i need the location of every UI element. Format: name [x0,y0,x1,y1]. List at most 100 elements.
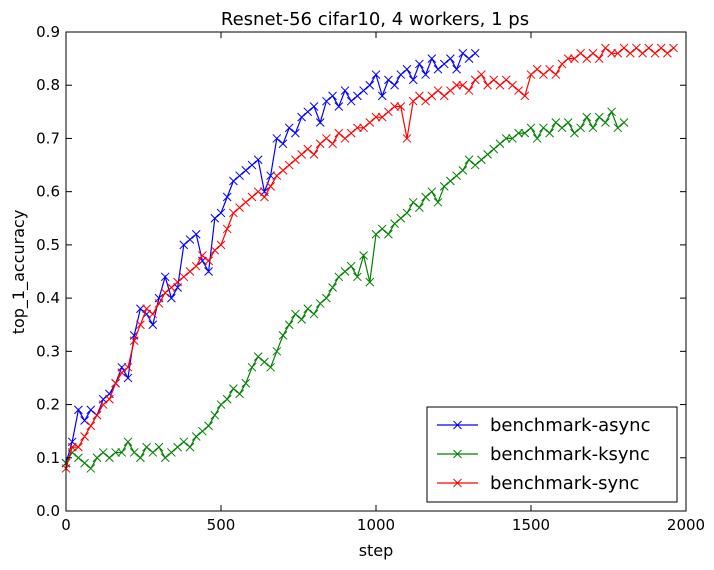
data-point-benchmark-sync [421,96,430,106]
data-point-benchmark-sync [247,192,257,202]
data-point-benchmark-ksync [477,155,486,165]
data-point-benchmark-async [284,123,294,133]
data-point-benchmark-sync [154,299,164,308]
data-point-benchmark-sync [508,80,517,90]
data-point-benchmark-async [396,70,406,79]
data-point-benchmark-ksync [204,421,213,431]
data-point-benchmark-ksync [297,315,306,324]
data-point-benchmark-sync [570,54,579,63]
data-point-benchmark-async [247,160,257,170]
data-point-benchmark-sync [594,54,604,63]
data-point-benchmark-ksync [272,346,282,356]
data-point-benchmark-sync [278,166,288,175]
data-point-benchmark-sync [613,48,623,58]
data-point-benchmark-sync [483,80,492,90]
data-point-benchmark-sync [452,80,461,90]
data-point-benchmark-async [309,102,319,111]
data-point-benchmark-async [458,48,468,58]
data-point-benchmark-ksync [334,272,344,282]
data-point-benchmark-ksync [446,176,455,186]
data-point-benchmark-ksync [98,448,108,457]
data-point-benchmark-async [291,128,300,138]
data-point-benchmark-ksync [501,134,511,143]
data-point-benchmark-sync [464,86,474,95]
data-point-benchmark-sync [607,48,616,58]
data-point-benchmark-sync [309,150,319,159]
data-point-benchmark-sync [266,181,275,191]
data-point-benchmark-sync [377,112,387,122]
data-point-benchmark-ksync [582,112,592,122]
data-point-benchmark-sync [477,70,486,79]
data-point-benchmark-sync [638,48,647,58]
data-point-benchmark-sync [80,432,89,441]
data-point-benchmark-sync [173,277,182,287]
data-point-benchmark-sync [284,160,294,170]
y-tick-label: 0.7 [36,129,60,147]
data-point-benchmark-sync [322,134,331,143]
data-point-benchmark-ksync [601,118,610,127]
data-point-benchmark-sync [384,107,393,117]
legend-marker-benchmark-sync [453,478,462,488]
data-point-benchmark-ksync [74,453,83,463]
data-point-benchmark-ksync [191,432,201,441]
data-point-benchmark-sync [501,75,511,85]
data-point-benchmark-async [160,272,170,282]
data-point-benchmark-sync [353,123,362,133]
data-point-benchmark-sync [167,283,176,292]
data-point-benchmark-ksync [241,378,251,388]
y-tick-label: 0.8 [36,76,60,94]
data-point-benchmark-sync [663,48,672,58]
data-point-benchmark-async [377,91,387,101]
data-point-benchmark-async [408,75,418,85]
data-point-benchmark-ksync [495,139,505,149]
data-point-benchmark-async [297,112,306,122]
data-point-benchmark-async [185,235,195,244]
y-tick-label: 0.3 [36,342,60,360]
data-point-benchmark-sync [315,139,325,149]
data-point-benchmark-ksync [588,123,598,133]
data-point-benchmark-sync [545,64,554,74]
legend-marker-benchmark-ksync [453,449,462,459]
data-point-benchmark-sync [656,43,666,53]
data-point-benchmark-sync [601,43,610,53]
data-point-benchmark-ksync [415,203,424,212]
data-point-benchmark-sync [111,378,120,388]
data-point-benchmark-ksync [216,400,226,409]
data-point-benchmark-sync [222,224,232,234]
x-axis-label: step [359,541,394,560]
data-point-benchmark-async [359,86,368,95]
data-point-benchmark-async [136,304,145,314]
data-point-benchmark-sync [433,86,443,95]
data-point-benchmark-ksync [439,181,449,191]
legend-label-benchmark-ksync: benchmark-ksync [490,444,650,465]
data-point-benchmark-ksync [508,134,517,143]
data-point-benchmark-ksync [594,112,604,122]
data-point-benchmark-sync [446,86,455,95]
data-point-benchmark-async [346,96,356,106]
y-tick-label: 0.4 [36,289,60,307]
data-point-benchmark-async [433,64,443,74]
data-point-benchmark-ksync [576,123,585,133]
data-point-benchmark-ksync [353,272,362,282]
data-point-benchmark-sync [408,96,418,106]
data-point-benchmark-sync [191,261,201,271]
ticks-layer: 0 500 1000 1500 2000 0.0 0.1 0.2 0.3 0.4 0.5 0.6 0.7… [36,23,705,534]
data-point-benchmark-sync [204,256,213,266]
data-point-benchmark-async [272,134,282,143]
data-point-benchmark-ksync [607,107,616,117]
data-point-benchmark-ksync [179,437,189,447]
data-point-benchmark-sync [328,139,337,149]
data-point-benchmark-sync [520,91,530,101]
data-point-benchmark-ksync [123,437,133,447]
chart-title: Resnet-56 cifar10, 4 workers, 1 ps [221,9,529,30]
data-point-benchmark-async [253,155,263,165]
data-point-benchmark-ksync [142,442,151,452]
data-point-benchmark-sync [334,128,344,138]
data-point-benchmark-async [179,240,189,250]
data-point-benchmark-ksync [396,213,406,223]
data-point-benchmark-sync [557,59,567,69]
data-point-benchmark-async [191,229,201,239]
data-point-benchmark-ksync [427,187,437,197]
data-point-benchmark-sync [539,70,548,79]
